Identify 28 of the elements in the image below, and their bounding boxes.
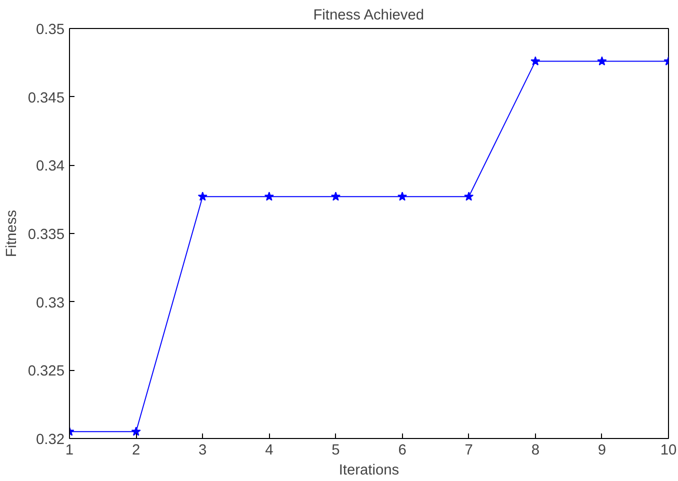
point — [264, 192, 274, 201]
y-tick-label: 0.335 — [28, 227, 65, 243]
y-tick-label: 0.325 — [28, 364, 65, 380]
point — [530, 56, 540, 66]
x-tick-label: 5 — [332, 442, 340, 458]
point — [398, 192, 408, 201]
x-tick-label: 2 — [132, 442, 140, 458]
point — [330, 192, 340, 201]
x-axis-title: Iterations — [338, 462, 400, 478]
x-tick-label: 9 — [598, 442, 606, 458]
y-axis-title: Fitness — [4, 210, 20, 258]
x-tick-label: 6 — [398, 442, 406, 458]
y-tick-label: 0.32 — [36, 432, 65, 448]
y-tick-label: 0.345 — [28, 90, 65, 106]
x-tick-label: 10 — [660, 442, 677, 458]
chart-title: Fitness Achieved — [313, 8, 424, 24]
y-tick-label: 0.33 — [36, 295, 65, 312]
point — [198, 192, 208, 201]
point — [597, 56, 607, 66]
x-tick-label: 4 — [265, 442, 274, 458]
x-tick-label: 8 — [531, 442, 540, 458]
x-tick-label: 7 — [464, 442, 473, 458]
x-tick-label: 3 — [198, 442, 207, 458]
point — [131, 426, 141, 436]
y-tick-label: 0.34 — [36, 158, 65, 175]
point — [464, 192, 474, 201]
x-tick-label: 1 — [65, 442, 74, 458]
y-tick-label: 0.35 — [36, 22, 65, 38]
